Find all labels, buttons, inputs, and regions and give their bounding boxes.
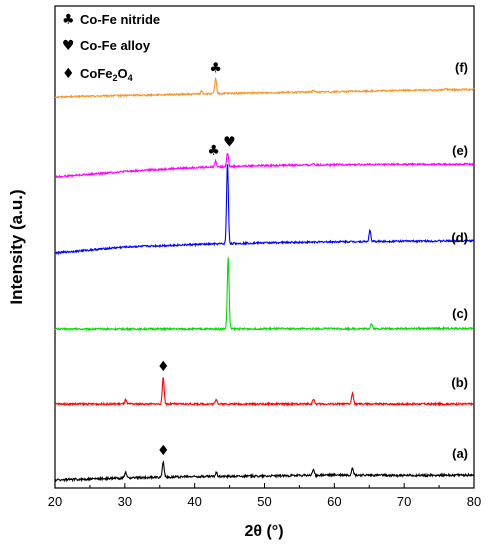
heart-icon: ♥ <box>62 38 75 54</box>
legend-label: CoFe2O4 <box>80 66 133 83</box>
club-icon: ♣ <box>62 12 75 28</box>
curves <box>54 76 475 483</box>
x-axis: 20 30 40 50 60 70 80 <box>48 483 481 509</box>
curve-labels: (f) (e) (d) (c) (b) (a) <box>451 60 468 461</box>
legend: ♣ Co-Fe nitride ♥ Co-Fe alloy ♦ CoFe2O4 <box>62 12 160 83</box>
x-tick-label: 20 <box>48 494 62 509</box>
series-line-b <box>54 377 475 407</box>
series-line-c <box>54 257 475 332</box>
x-tick-label: 40 <box>187 494 201 509</box>
curve-label-a: (a) <box>452 446 468 461</box>
club-icon: ♣ <box>207 143 220 159</box>
x-tick-label: 30 <box>118 494 132 509</box>
x-tick-label: 80 <box>467 494 481 509</box>
diamond-icon: ♦ <box>157 359 170 375</box>
series-line-f <box>54 76 475 99</box>
heart-icon: ♥ <box>223 135 236 151</box>
peak-annotations: ♣♣♥♦♦ <box>157 61 236 459</box>
x-tick-label: 60 <box>327 494 341 509</box>
curve-label-f: (f) <box>455 60 468 75</box>
legend-label: Co-Fe alloy <box>80 38 151 53</box>
x-axis-title: 2θ (°) <box>244 523 283 540</box>
diamond-icon: ♦ <box>157 443 170 459</box>
curve-label-e: (e) <box>452 143 468 158</box>
legend-label: Co-Fe nitride <box>80 12 160 27</box>
curve-label-c: (c) <box>452 306 468 321</box>
x-tick-label: 50 <box>257 494 271 509</box>
x-tick-label: 70 <box>397 494 411 509</box>
series-line-e <box>54 152 475 179</box>
series-line-a <box>54 460 475 483</box>
diamond-icon: ♦ <box>62 66 75 82</box>
curve-label-d: (d) <box>451 230 468 245</box>
series-line-d <box>54 164 475 256</box>
y-axis-title: Intensity (a.u.) <box>7 189 26 304</box>
curve-label-b: (b) <box>451 375 468 390</box>
club-icon: ♣ <box>209 61 222 77</box>
